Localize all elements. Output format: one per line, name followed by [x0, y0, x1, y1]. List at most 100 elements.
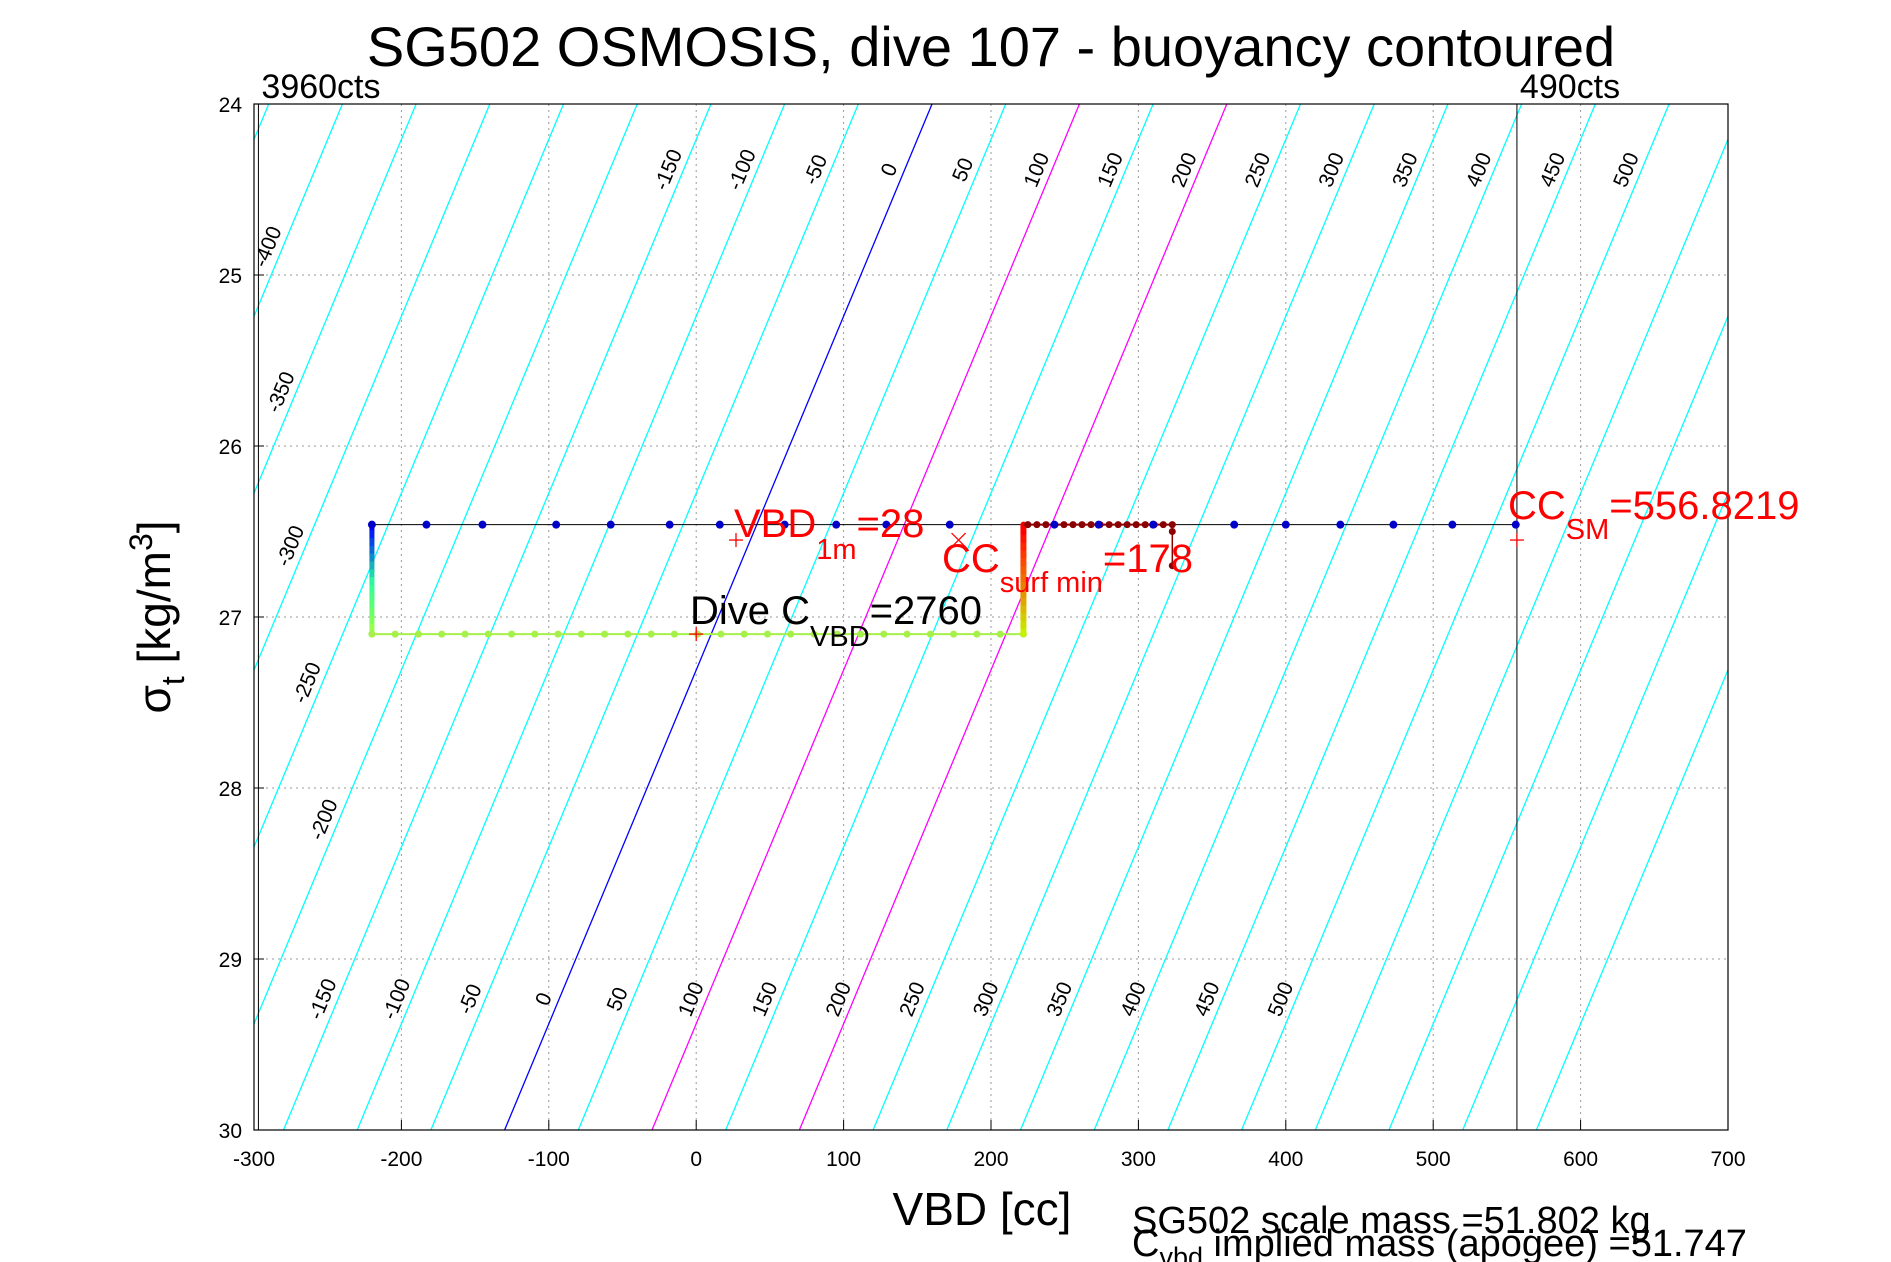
vbd1m-sub: 1m: [816, 534, 856, 566]
y-axis-label: σt [kg/m3]: [123, 520, 191, 713]
buoyancy-contour-line: [0, 104, 121, 1130]
buoyancy-contour-line: [946, 104, 1375, 1130]
trace-bottom-point: [787, 630, 795, 638]
buoyancy-contour-line: [430, 104, 859, 1130]
trace-surface-point: [1114, 521, 1122, 529]
trace-bottom-point: [950, 630, 958, 638]
trace-surface-point: [1078, 521, 1086, 529]
trace-bottom-point: [670, 630, 678, 638]
x-tick-label: 300: [1121, 1148, 1156, 1171]
trace-bottom-point: [531, 630, 539, 638]
cc-surf-min-main: CC: [942, 537, 1000, 581]
trace-bottom-point: [391, 630, 399, 638]
x-tick-label: 700: [1710, 1148, 1745, 1171]
x-tick-label: 400: [1268, 1148, 1303, 1171]
trace-apogee-point: [1336, 520, 1345, 529]
vbd1m-main: VBD: [734, 502, 816, 546]
trace-bottom-point: [438, 630, 446, 638]
trace-bottom-point: [554, 630, 562, 638]
trace-surface-point: [1069, 521, 1077, 529]
count-lines: 3960cts 490cts: [257, 68, 1620, 1130]
trace-apogee-point: [945, 520, 954, 529]
dive-cvbd-annotation: Dive CVBD=2760: [690, 589, 982, 653]
trace-surface-point: [1141, 521, 1149, 529]
trace-bottom-point: [647, 630, 655, 638]
cc-surf-min-sub: surf min: [1000, 567, 1103, 599]
footer-implied-mass-sub: vbd: [1159, 1242, 1203, 1262]
y-tick-label: 28: [219, 778, 242, 801]
count-line-label: 490cts: [1520, 68, 1620, 106]
trace-apogee-point: [552, 520, 561, 529]
vbd1m-annotation: VBD1m=28: [734, 502, 924, 566]
plot-area: [254, 104, 1728, 1130]
buoyancy-contour-line: [1535, 668, 1728, 1130]
trace-bottom-point: [368, 630, 376, 638]
chart-title: SG502 OSMOSIS, dive 107 - buoyancy conto…: [367, 15, 1615, 78]
y-tick-label: 27: [219, 607, 242, 630]
trace-apogee-point: [665, 520, 674, 529]
cc-sm-main: CC: [1508, 484, 1566, 528]
footer-implied-mass: Cvbd implied mass (apogee) =51.747: [1132, 1223, 1747, 1262]
x-tick-label: -200: [380, 1148, 422, 1171]
buoyancy-contour-line: [872, 104, 1302, 1130]
dive-cvbd-main: Dive C: [690, 589, 810, 633]
dive-cvbd-value: =2760: [870, 589, 982, 633]
vbd1m-value: =28: [857, 502, 925, 546]
cc-sm-annotation: CCSM=556.8219: [1508, 484, 1799, 546]
x-tick-label: 0: [690, 1148, 702, 1171]
y-tick-label: 24: [219, 94, 243, 117]
cc-sm-sub: SM: [1566, 514, 1610, 546]
buoyancy-contour-line: [282, 104, 712, 1130]
trace-apogee-point: [882, 520, 891, 529]
trace-bottom-point: [577, 630, 585, 638]
buoyancy-contour-line: [254, 104, 417, 495]
y-axis-label-sup: 3: [123, 533, 159, 551]
buoyancy-contour-highlight: [798, 104, 1228, 1130]
x-tick-label: -100: [528, 1148, 570, 1171]
buoyancy-contour-line: [1093, 104, 1523, 1130]
buoyancy-contours: [0, 104, 1728, 1130]
buoyancy-contour-line: [254, 104, 565, 849]
dive-cvbd-sub: VBD: [810, 621, 870, 653]
x-tick-label: 500: [1416, 1148, 1451, 1171]
trace-bottom-point: [461, 630, 469, 638]
trace-apogee-point: [1149, 520, 1158, 529]
trace-bottom-point: [996, 630, 1004, 638]
trace-apogee-point: [422, 520, 431, 529]
cc-surf-min-annotation: CCsurf min=178: [942, 537, 1193, 599]
dive-trace: [367, 520, 1520, 638]
trace-surface-point: [1159, 521, 1167, 529]
buoyancy-contour-line: [254, 104, 344, 318]
trace-surface-point: [1024, 521, 1032, 529]
x-ticks: -300 -200 -100 0 100 200 300 400 500 600 700: [233, 1120, 1746, 1171]
trace-bottom-point: [810, 630, 818, 638]
trace-bottom-point: [484, 630, 492, 638]
trace-bottom-point: [857, 630, 865, 638]
trace-apogee-point: [367, 520, 376, 529]
buoyancy-contour-line: [1314, 137, 1728, 1130]
x-tick-label: 600: [1563, 1148, 1598, 1171]
trace-apogee-point: [1281, 520, 1290, 529]
buoyancy-contour-line: [1240, 104, 1670, 1130]
buoyancy-contour-line: [1167, 104, 1596, 1130]
buoyancy-contour-zero: [503, 104, 933, 1130]
footer-implied-mass-rest: implied mass (apogee) =51.747: [1203, 1223, 1747, 1262]
buoyancy-contour-highlight: [651, 104, 1081, 1130]
trace-bottom-point: [903, 630, 911, 638]
markers: [689, 532, 1524, 642]
trace-apogee-point: [606, 520, 615, 529]
trace-bottom-point: [973, 630, 981, 638]
trace-apogee-point: [1050, 520, 1059, 529]
x-tick-label: 200: [973, 1148, 1008, 1171]
trace-surface-tail-point: [1168, 528, 1176, 535]
trace-bottom-point: [740, 630, 748, 638]
buoyancy-contour-line: [725, 104, 1154, 1130]
x-tick-label: -300: [233, 1148, 275, 1171]
trace-surface-point: [1033, 521, 1041, 529]
trace-apogee-point: [1511, 520, 1520, 529]
trace-surface-point: [1087, 521, 1095, 529]
cc-surf-min-value: =178: [1103, 537, 1193, 581]
trace-bottom-point: [717, 630, 725, 638]
trace-apogee-point: [832, 520, 841, 529]
